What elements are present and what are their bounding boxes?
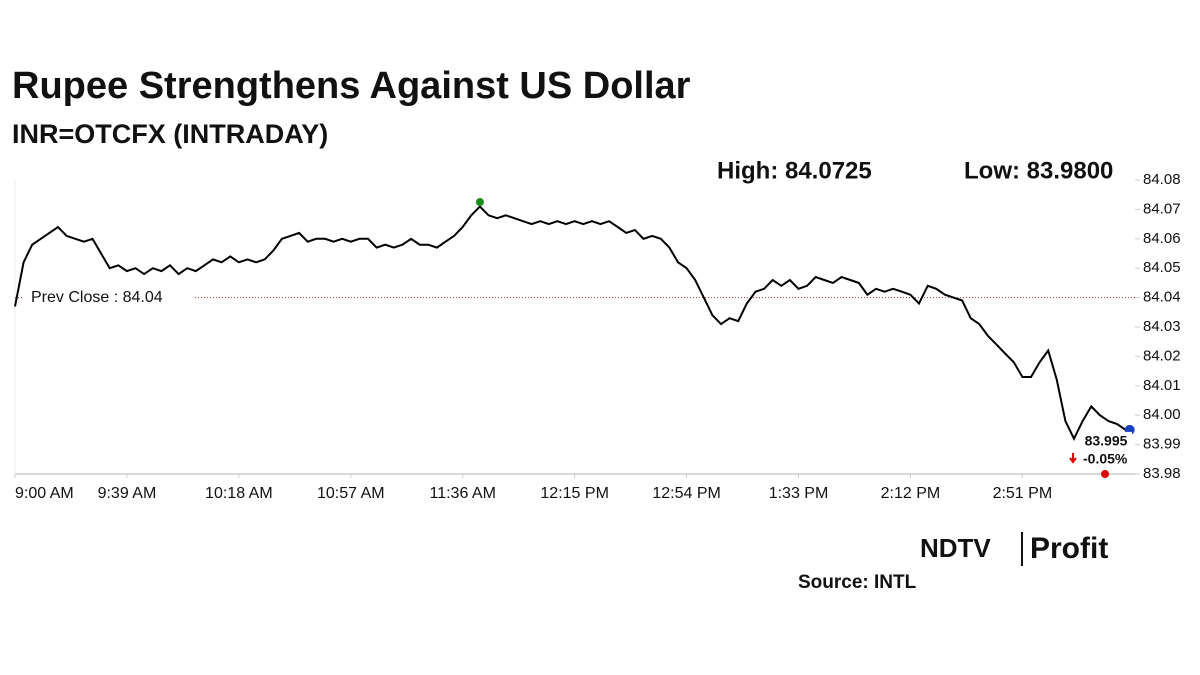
x-tick-label: 1:33 PM: [769, 485, 829, 502]
prev-close-label-bg: [24, 286, 194, 309]
x-tick-label: 10:57 AM: [317, 485, 385, 502]
x-tick-label: 10:18 AM: [205, 485, 273, 502]
y-tick-label: 84.07: [1143, 200, 1181, 217]
x-tick-label: 9:00 AM: [15, 485, 74, 502]
price-line: [14, 205, 1127, 441]
chart-title: Rupee Strengthens Against US Dollar: [12, 65, 691, 107]
y-tick-label: 84.08: [1143, 171, 1181, 188]
brand-name: NDTV: [920, 533, 991, 563]
high-marker: [475, 198, 484, 207]
y-tick-label: 84.01: [1143, 377, 1181, 394]
last-value-label: 83.995: [1085, 433, 1128, 449]
low-label: Low: 83.9800: [964, 157, 1113, 184]
y-tick-label: 84.06: [1143, 230, 1181, 247]
y-tick-label: 83.99: [1143, 436, 1181, 453]
last-label-bg: [1078, 431, 1132, 450]
y-tick-label: 84.02: [1143, 347, 1181, 364]
high-label: High: 84.0725: [717, 157, 872, 184]
x-tick-label: 9:39 AM: [98, 485, 157, 502]
low-marker: [1101, 470, 1109, 478]
down-arrow: [1069, 453, 1077, 464]
brand-product: Profit: [1030, 532, 1108, 565]
y-tick-label: 84.03: [1143, 318, 1181, 335]
source: Source: INTL: [798, 572, 917, 593]
x-tick-label: 12:54 PM: [652, 485, 720, 502]
y-tick-label: 84.05: [1143, 259, 1181, 276]
brand-logo: NDTV Profit: [920, 532, 1108, 566]
x-tick-label: 2:12 PM: [881, 485, 941, 502]
prev-close-label: Prev Close : 84.04: [31, 289, 163, 306]
y-tick-label: 84.00: [1143, 406, 1181, 423]
y-tick-label: 83.98: [1143, 465, 1181, 482]
chart-subtitle: INR=OTCFX (INTRADAY): [12, 119, 328, 149]
x-tick-label: 11:36 AM: [430, 485, 496, 502]
change-label: -0.05%: [1083, 451, 1128, 467]
y-tick-label: 84.04: [1143, 289, 1181, 306]
x-tick-label: 12:15 PM: [540, 485, 608, 502]
x-tick-label: 2:51 PM: [993, 485, 1053, 502]
